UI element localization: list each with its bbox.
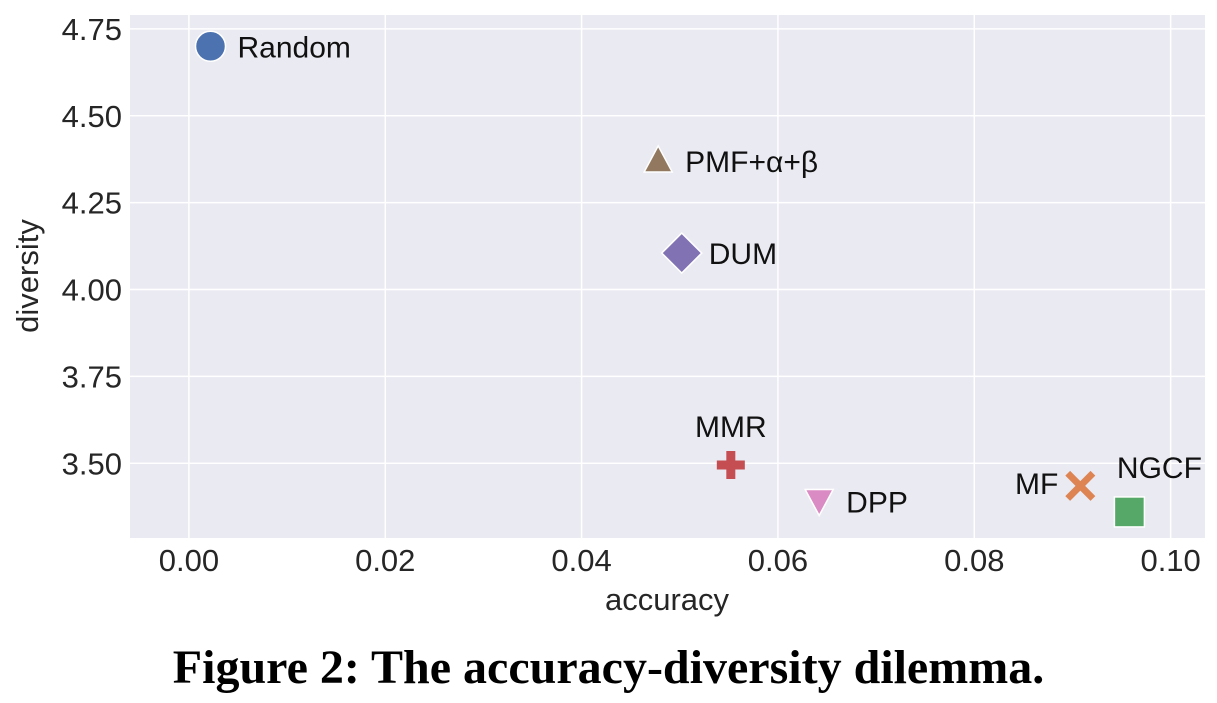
point-label: DPP (846, 487, 908, 520)
x-tick-label: 0.00 (159, 543, 219, 578)
y-tick-label: 4.25 (62, 186, 122, 221)
plot-area-background (130, 15, 1205, 538)
point-label: NGCF (1117, 452, 1202, 485)
y-tick-label: 4.75 (62, 12, 122, 47)
point-label: Random (238, 31, 351, 64)
point-marker-x (1065, 470, 1096, 501)
y-tick-label: 4.50 (62, 99, 122, 134)
point-marker-plus (716, 451, 745, 480)
x-tick-label: 0.10 (1140, 543, 1200, 578)
y-tick-label: 4.00 (62, 273, 122, 308)
x-tick-label: 0.04 (551, 543, 611, 578)
point-marker-circle (194, 30, 227, 63)
point-marker-triangle-down (803, 488, 835, 518)
tick-labels: 0.00 0.02 0.04 0.06 0.08 0.10 3.50 3.75 4.00 4.25… (62, 12, 1201, 578)
x-tick-label: 0.02 (355, 543, 415, 578)
point-marker-triangle-up (642, 144, 674, 173)
x-tick-label: 0.08 (944, 543, 1004, 578)
point-label: PMF+α+β (685, 146, 818, 179)
point-label: DUM (709, 238, 777, 271)
point-label: MMR (695, 411, 767, 444)
point-marker-diamond (660, 231, 703, 275)
figure-caption: Figure 2: The accuracy-diversity dilemma… (172, 641, 1045, 694)
x-axis-title: accuracy (605, 582, 730, 617)
grid-lines (130, 15, 1205, 538)
data-points: Random PMF+α+β DUM MMR DPP MF NGCF (194, 30, 1202, 528)
y-tick-label: 3.50 (62, 446, 122, 481)
point-marker-square (1113, 496, 1146, 528)
x-tick-label: 0.06 (748, 543, 808, 578)
point-label: MF (1015, 468, 1058, 501)
y-axis-title: diversity (10, 219, 45, 333)
scatter-chart: 0.00 0.02 0.04 0.06 0.08 0.10 3.50 3.75 4.00 4.25… (10, 12, 1205, 617)
y-tick-label: 3.75 (62, 359, 122, 394)
